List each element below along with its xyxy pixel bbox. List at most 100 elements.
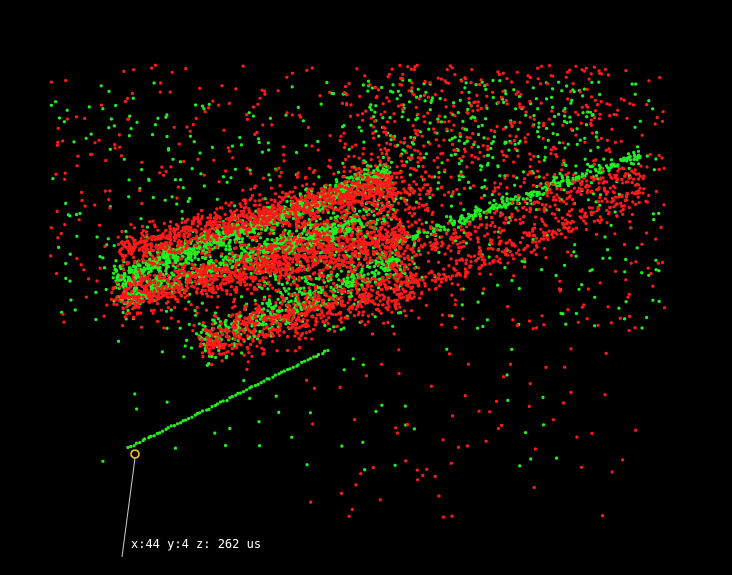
- green-point-540: [428, 196, 432, 200]
- green-point-1436: [485, 106, 489, 110]
- red-point-1350: [400, 159, 404, 163]
- red-point-256: [640, 133, 644, 137]
- green-point-1558: [424, 152, 428, 156]
- green-point-7926: [200, 409, 205, 413]
- red-point-960: [312, 386, 316, 390]
- green-point-1600: [555, 184, 559, 188]
- red-point-2203: [140, 231, 144, 235]
- green-point-1588: [572, 90, 576, 94]
- red-point-1376: [523, 140, 528, 144]
- red-point-1130: [383, 110, 387, 114]
- green-point-1429: [498, 79, 502, 83]
- red-point-307: [628, 314, 632, 318]
- green-point-640: [112, 124, 116, 128]
- red-point-1325: [541, 124, 546, 128]
- red-point-1102: [505, 102, 509, 106]
- green-point-849: [169, 308, 173, 312]
- red-point-247: [123, 99, 127, 104]
- red-point-432: [615, 113, 619, 117]
- red-point-1911: [148, 220, 152, 224]
- red-point-1322: [493, 181, 497, 185]
- green-point-897: [657, 211, 661, 215]
- green-point-881: [589, 149, 593, 153]
- red-point-2139: [172, 227, 176, 231]
- green-point-7667: [331, 211, 335, 215]
- green-point-1479: [543, 155, 547, 159]
- red-point-1292: [393, 144, 397, 148]
- green-point-645: [623, 270, 627, 274]
- green-point-6189: [123, 273, 127, 277]
- green-point-7950: [271, 375, 275, 379]
- green-point-6381: [266, 250, 270, 254]
- green-point-7868: [351, 217, 355, 221]
- red-point-1228: [447, 190, 451, 194]
- green-point-1539: [562, 119, 567, 123]
- green-point-7482: [473, 208, 477, 213]
- red-point-1079: [416, 160, 420, 164]
- green-point-1546: [589, 181, 594, 185]
- green-point-802: [531, 86, 535, 90]
- green-point-708: [544, 97, 549, 101]
- red-point-984: [440, 323, 444, 327]
- red-point-156: [255, 130, 259, 135]
- green-point-6032: [197, 236, 201, 240]
- green-point-1043: [554, 456, 559, 460]
- green-point-7860: [314, 226, 318, 231]
- green-point-5733: [186, 251, 190, 255]
- red-point-1121: [502, 158, 506, 162]
- green-point-7268: [267, 299, 272, 303]
- green-point-1613: [409, 89, 414, 93]
- green-point-731: [609, 223, 613, 227]
- red-point-1348: [540, 64, 544, 68]
- red-point-1007: [575, 435, 579, 439]
- green-point-7936: [230, 395, 234, 399]
- green-point-7408: [501, 199, 505, 203]
- green-point-1063: [274, 394, 278, 398]
- red-point-150: [497, 72, 501, 76]
- green-point-564: [104, 287, 108, 292]
- red-point-66: [217, 103, 221, 107]
- red-point-329: [449, 111, 453, 115]
- green-point-1625: [484, 87, 488, 91]
- green-point-558: [202, 107, 206, 111]
- red-point-284: [87, 277, 91, 281]
- red-point-1640: [203, 228, 208, 232]
- green-point-738: [633, 92, 637, 96]
- green-point-5505: [362, 168, 367, 172]
- green-point-5365: [195, 246, 199, 250]
- red-point-202: [569, 89, 573, 94]
- red-point-43: [526, 74, 530, 78]
- green-point-1440: [389, 160, 394, 164]
- red-point-2215: [167, 237, 171, 241]
- green-point-7515: [638, 156, 642, 160]
- red-point-486: [338, 139, 342, 143]
- red-point-268: [639, 164, 643, 168]
- red-point-483: [518, 221, 523, 226]
- red-point-164: [234, 87, 238, 91]
- green-point-5851: [345, 176, 349, 180]
- green-point-6218: [134, 269, 138, 273]
- green-point-1045: [200, 301, 204, 305]
- red-point-1928: [380, 174, 384, 179]
- red-point-49: [647, 79, 651, 83]
- red-point-1223: [421, 164, 425, 169]
- red-point-2200: [150, 238, 154, 242]
- red-point-2211: [208, 216, 213, 220]
- red-point-417: [56, 126, 60, 130]
- green-point-1031: [505, 373, 509, 377]
- green-point-7760: [260, 286, 264, 290]
- green-point-837: [481, 324, 485, 329]
- green-point-1420: [389, 89, 393, 93]
- red-point-1809: [200, 227, 204, 231]
- red-point-2051: [277, 195, 281, 199]
- red-point-467: [625, 116, 629, 120]
- red-point-1002: [561, 401, 566, 405]
- red-point-167: [528, 165, 532, 169]
- red-point-1087: [479, 106, 483, 111]
- green-point-878: [178, 326, 182, 330]
- red-point-995: [404, 459, 408, 463]
- green-point-6135: [165, 261, 169, 266]
- green-point-525: [369, 123, 373, 127]
